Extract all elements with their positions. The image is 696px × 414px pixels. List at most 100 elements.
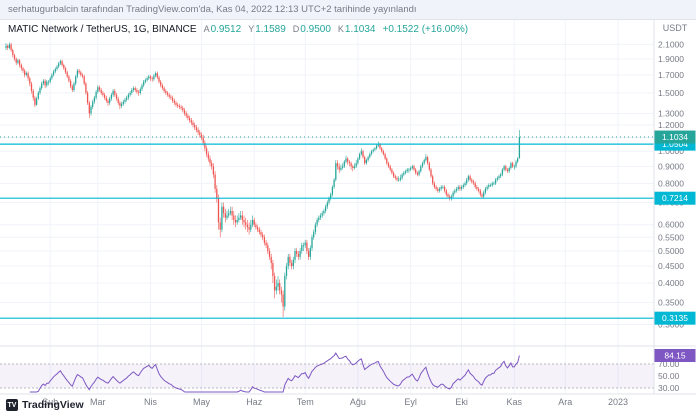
candle-body: [518, 137, 521, 159]
time-tick-label: Ağu: [350, 397, 366, 407]
candle-body: [236, 220, 238, 223]
candle-body: [212, 166, 215, 175]
candle-body: [81, 74, 84, 77]
candle-body: [304, 242, 306, 246]
candle-body: [44, 80, 46, 86]
candle-body: [408, 169, 410, 171]
candle-body: [41, 83, 43, 89]
candle-body: [392, 172, 395, 177]
candle-body: [97, 87, 99, 92]
candle-body: [313, 232, 315, 238]
candle-body: [273, 276, 276, 291]
candle-body: [75, 76, 77, 84]
time-axis[interactable]: [0, 394, 696, 414]
candle-body: [367, 157, 369, 161]
candle-body: [137, 91, 140, 93]
price-tick-label: 2.1000: [658, 39, 684, 49]
time-tick-label: Şub: [42, 397, 58, 407]
candle-body: [355, 163, 357, 167]
time-tick-label: Haz: [246, 397, 263, 407]
candle-body: [501, 169, 504, 175]
candle-body: [450, 196, 453, 199]
candle-body: [85, 83, 87, 93]
candle-body: [185, 113, 187, 116]
candle-body: [243, 220, 245, 223]
candle-body: [471, 179, 473, 182]
candle-body: [401, 174, 403, 179]
candle-body: [498, 176, 500, 179]
candle-body: [76, 70, 79, 77]
candle-body: [214, 174, 216, 189]
candle-body: [442, 186, 444, 188]
candle-body: [314, 224, 317, 233]
candle-body: [161, 85, 164, 89]
candle-body: [340, 167, 342, 170]
ohlc-open: A 0.9512: [204, 24, 242, 35]
tradingview-icon: TV: [6, 399, 18, 411]
candle-body: [59, 61, 62, 64]
candle-body: [132, 88, 135, 90]
candle-body: [66, 72, 68, 77]
candle-body: [92, 101, 94, 107]
published-bar: serhatugurbalcin tarafından TradingView.…: [0, 0, 696, 20]
candle-body: [466, 179, 468, 184]
candle-body: [246, 224, 249, 228]
tradingview-logo[interactable]: TV TradingView: [6, 399, 84, 411]
candle-body: [109, 98, 111, 103]
rsi-tick-label: 50.00: [658, 371, 680, 381]
candle-body: [403, 172, 405, 175]
candle-body: [391, 169, 393, 173]
candle-body: [260, 232, 262, 235]
symbol-title[interactable]: MATIC Network / TetherUS, 1G, BINANCE: [8, 24, 197, 35]
candle-body: [263, 237, 266, 243]
candle-body: [42, 80, 45, 84]
candle-body: [321, 213, 323, 216]
candle-body: [375, 145, 378, 149]
candle-body: [462, 185, 464, 187]
candle-body: [68, 76, 70, 81]
candle-body: [336, 163, 339, 167]
price-axis[interactable]: [654, 19, 696, 394]
candle-body: [430, 169, 432, 177]
candle-body: [129, 92, 131, 95]
candle-body: [190, 120, 192, 123]
candle-body: [474, 183, 476, 187]
candle-body: [253, 220, 255, 225]
candle-body: [69, 80, 72, 87]
candle-body: [195, 127, 198, 130]
candle-body: [166, 92, 169, 95]
candle-body: [241, 215, 243, 221]
candle-body: [136, 89, 138, 92]
price-tick-label: 0.4500: [658, 261, 684, 271]
candle-body: [148, 76, 150, 79]
grid-layer: [0, 19, 654, 394]
candle-body: [22, 68, 24, 71]
candle-body: [353, 166, 356, 168]
candle-body: [177, 104, 179, 106]
candle-body: [107, 100, 109, 103]
candle-body: [98, 87, 101, 90]
candle-body: [299, 250, 301, 257]
candle-body: [141, 85, 143, 90]
candle-body: [301, 245, 303, 251]
price-axis-unit: USDT: [663, 23, 688, 33]
price-tick-label: 1.9000: [658, 54, 684, 64]
candle-body: [517, 158, 519, 162]
candle-body: [411, 166, 413, 168]
open-value: 0.9512: [210, 24, 242, 35]
candle-body: [500, 174, 502, 177]
candle-body: [110, 94, 113, 99]
candle-body: [381, 148, 383, 152]
candle-body: [488, 185, 490, 187]
price-tick-label: 1.3000: [658, 108, 684, 118]
candle-body: [389, 166, 391, 170]
candle-body: [183, 110, 186, 114]
candle-body: [416, 172, 419, 175]
rsi-tick-label: 70.00: [658, 359, 680, 369]
candle-body: [331, 186, 334, 195]
published-text: serhatugurbalcin tarafından TradingView.…: [8, 4, 417, 15]
candle-body: [398, 179, 400, 181]
candle-body: [262, 234, 264, 238]
